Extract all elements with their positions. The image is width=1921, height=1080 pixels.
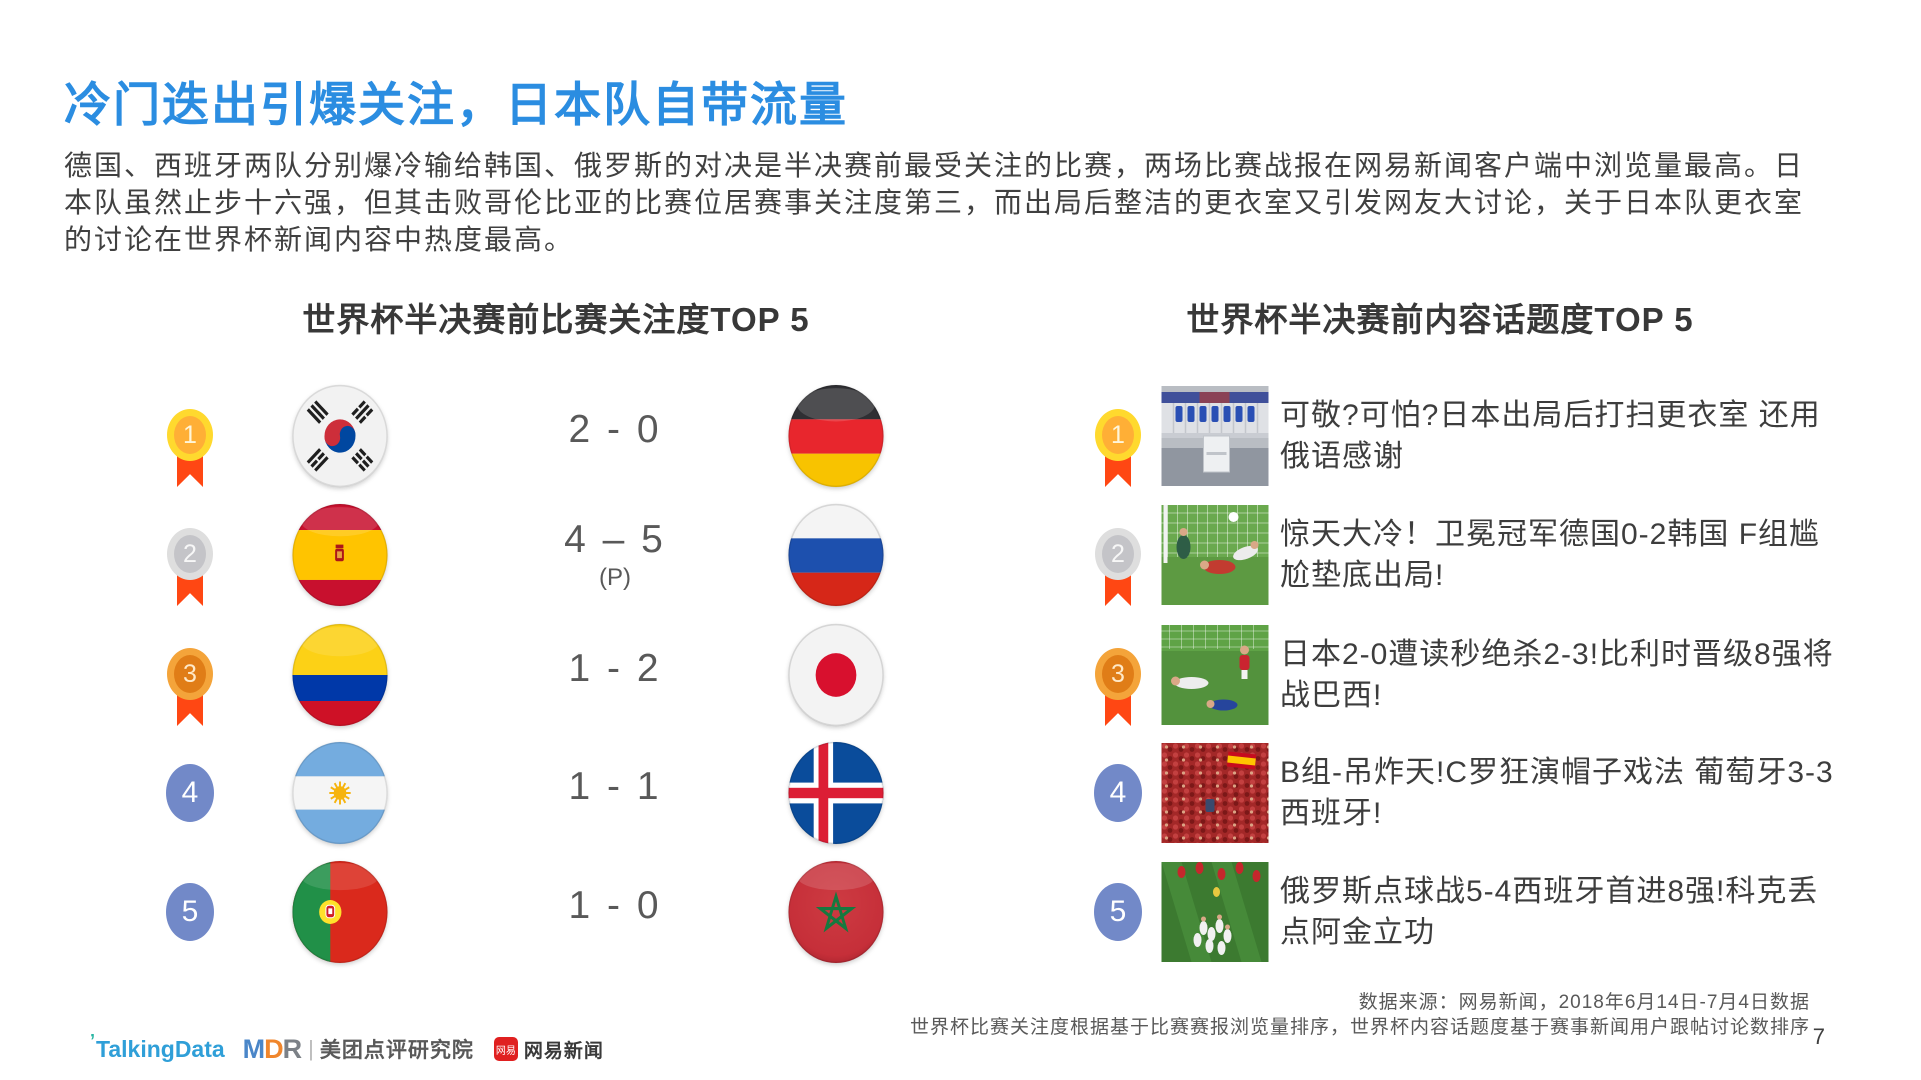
russia-penalty-celebration-photo [1161, 862, 1269, 962]
intro-paragraph: 德国、西班牙两队分别爆冷输给韩国、俄罗斯的对决是半决赛前最受关注的比赛，两场比赛… [64, 147, 1804, 258]
intro-line: 的讨论在世界杯新闻内容中热度最高。 [64, 224, 575, 255]
left-panel-title: 世界杯半决赛前比赛关注度TOP 5 [302, 301, 810, 338]
flag-morocco-icon [788, 860, 884, 964]
mdr-letter-d: D [264, 1033, 283, 1064]
talkingdata-wordmark: TalkingData [96, 1035, 225, 1062]
rank-number: 1 [1095, 409, 1141, 461]
rank-circle: 4 [166, 764, 214, 822]
bronze-medal-icon: 3 [1095, 648, 1141, 730]
flag-japan-icon [788, 623, 884, 727]
gold-medal-icon: 1 [167, 409, 213, 491]
score-note: (P) [599, 564, 631, 591]
right-panel-title: 世界杯半决赛前内容话题度TOP 5 [1186, 301, 1694, 338]
match-score-block: 2 - 0 [568, 408, 661, 464]
rank-number: 1 [167, 409, 213, 461]
netease-news-label: 网易新闻 [523, 1040, 604, 1062]
rank-number: 2 [167, 528, 213, 580]
japan-locker-room-photo [1161, 386, 1269, 486]
match-score-block: 1 - 1 [568, 765, 661, 821]
netease-news-logo: 网易 网易新闻 [493, 1036, 604, 1063]
rank-circle: 4 [1094, 764, 1142, 822]
rank-number: 2 [1095, 528, 1141, 580]
flag-germany-icon [788, 384, 884, 488]
footer-logos: ’ TalkingData M D R | 美团点评研究院 网易 网易新闻 [90, 1031, 604, 1065]
flag-south-korea-icon [292, 384, 388, 488]
flag-spain-icon [292, 503, 388, 607]
rank-circle: 5 [166, 883, 214, 941]
talkingdata-logo: ’ TalkingData [90, 1031, 225, 1063]
silver-medal-icon: 2 [1095, 528, 1141, 610]
match-score: 1 - 1 [568, 765, 662, 808]
meituan-dianping-research-logo: M D R | 美团点评研究院 [243, 1034, 474, 1065]
mdr-letter-r: R [282, 1033, 302, 1064]
bronze-medal-icon: 3 [167, 648, 213, 730]
intro-line: 德国、西班牙两队分别爆冷输给韩国、俄罗斯的对决是半决赛前最受关注的比赛，两场比赛… [64, 150, 1805, 181]
netease-app-icon: 网易 [493, 1037, 518, 1061]
silver-medal-icon: 2 [167, 528, 213, 610]
page-number: 7 [1812, 1024, 1825, 1049]
source-line-2: 世界杯比赛关注度根据基于比赛赛报浏览量排序，世界杯内容话题度基于赛事新闻用户跟帖… [909, 1017, 1810, 1038]
news-title: 可敬?可怕?日本出局后打扫更衣室 还用俄语感谢 [1280, 399, 1821, 473]
flag-colombia-icon [292, 623, 388, 727]
japan-belgium-pitch-photo [1161, 625, 1269, 725]
rank-number: 3 [167, 648, 213, 700]
match-score: 4 – 5 [564, 518, 666, 561]
match-score-block: 1 - 2 [568, 647, 661, 703]
page-title: 冷门迭出引爆关注，日本队自带流量 [64, 78, 848, 131]
germany-korea-goal-photo [1161, 505, 1269, 605]
match-score: 2 - 0 [568, 408, 662, 451]
match-score: 1 - 0 [568, 884, 662, 927]
source-line-1: 数据来源：网易新闻，2018年6月14日-7月4日数据 [1358, 992, 1810, 1013]
intro-line: 本队虽然止步十六强，但其击败哥伦比亚的比赛位居赛事关注度第三，而出局后整洁的更衣… [64, 187, 1805, 218]
flag-argentina-icon [292, 741, 388, 845]
rank-number: 3 [1095, 648, 1141, 700]
rank-circle: 5 [1094, 883, 1142, 941]
news-title: 日本2-0遭读秒绝杀2-3!比利时晋级8强将战巴西! [1280, 638, 1834, 712]
flag-portugal-icon [292, 860, 388, 964]
logo-divider: | [308, 1036, 314, 1061]
mdr-letter-m: M [242, 1033, 265, 1064]
red-fans-crowd-photo [1161, 743, 1269, 843]
match-score-block: 4 – 5 (P) [564, 518, 666, 592]
meituan-research-label: 美团点评研究院 [319, 1039, 474, 1062]
flag-russia-icon [788, 503, 884, 607]
news-title: B组-吊炸天!C罗狂演帽子戏法 葡萄牙3-3西班牙! [1280, 756, 1834, 830]
talkingdata-tick-icon: ’ [90, 1030, 96, 1051]
news-title: 俄罗斯点球战5-4西班牙首进8强!科克丢点阿金立功 [1280, 875, 1819, 949]
match-score: 1 - 2 [568, 647, 662, 690]
match-score-block: 1 - 0 [568, 884, 661, 940]
gold-medal-icon: 1 [1095, 409, 1141, 491]
news-title: 惊天大冷！卫冕冠军德国0-2韩国 F组尴尬垫底出局! [1280, 518, 1821, 592]
flag-iceland-icon [788, 741, 884, 845]
data-source-note: 数据来源：网易新闻，2018年6月14日-7月4日数据 世界杯比赛关注度根据基于… [910, 990, 1810, 1040]
